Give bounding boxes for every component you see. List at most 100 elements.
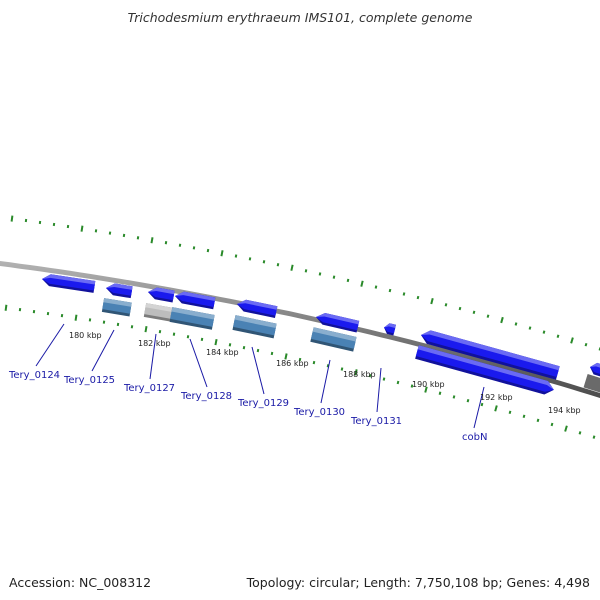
gene-label: Tery_0128	[180, 391, 232, 402]
feature-body	[233, 319, 276, 336]
tick-mark-inner	[270, 351, 274, 356]
tick-mark-outer	[178, 243, 182, 247]
gene-label: Tery_0129	[237, 398, 289, 409]
tick-marks	[4, 215, 600, 439]
tick-mark-inner	[592, 435, 596, 439]
cds-feature	[148, 287, 175, 303]
tick-mark-outer	[66, 224, 70, 229]
tick-mark-outer	[80, 225, 84, 232]
feature-body	[102, 302, 132, 314]
tick-mark-inner	[88, 318, 92, 322]
leader-line	[149, 333, 157, 380]
cds-feature	[384, 323, 396, 336]
feature-body	[106, 286, 133, 296]
tick-mark-inner	[466, 398, 470, 403]
tick-mark-outer	[472, 310, 476, 315]
tick-mark-outer	[416, 295, 420, 300]
label-leaders	[35, 323, 485, 429]
tick-mark-outer	[150, 237, 154, 244]
tick-mark-outer	[458, 306, 462, 311]
tick-mark-outer	[514, 322, 518, 326]
tick-mark-outer	[290, 264, 294, 271]
tick-mark-inner	[424, 386, 428, 393]
feature-body	[421, 334, 559, 378]
leader-line	[320, 359, 331, 404]
tick-mark-inner	[158, 329, 162, 334]
kbp-label: 192 kbp	[480, 393, 513, 402]
tick-mark-outer	[38, 220, 42, 225]
cds-feature	[415, 345, 554, 395]
kbp-labels: 180 kbp 182 kbp 184 kbp 186 kbp 188 kbp 190 k…	[69, 331, 581, 415]
cds-feature	[175, 291, 216, 310]
tick-mark-inner	[564, 425, 568, 432]
cds-feature	[316, 312, 360, 333]
tick-mark-inner	[242, 345, 246, 350]
tick-mark-inner	[550, 422, 554, 427]
tick-mark-outer	[402, 292, 406, 296]
tick-mark-inner	[60, 314, 64, 318]
kbp-label: 186 kbp	[276, 359, 309, 368]
feature-body	[170, 311, 214, 327]
pseudo-feature	[143, 303, 174, 322]
tick-mark-inner	[312, 360, 316, 365]
tick-mark-inner	[536, 418, 540, 423]
tick-mark-inner	[130, 325, 134, 329]
tick-mark-outer	[136, 236, 140, 240]
feature-body	[42, 277, 95, 291]
tick-mark-inner	[4, 304, 8, 311]
feature-body	[175, 295, 215, 307]
tick-mark-inner	[298, 357, 302, 362]
tick-mark-inner	[340, 367, 344, 371]
tick-mark-inner	[284, 353, 288, 360]
tick-mark-outer	[122, 233, 126, 238]
tick-mark-outer	[598, 347, 600, 351]
tick-mark-outer	[444, 303, 448, 307]
tick-mark-outer	[318, 272, 322, 276]
tick-mark-outer	[374, 285, 378, 289]
backbone-segment	[583, 374, 600, 394]
tick-mark-outer	[108, 231, 112, 235]
tick-mark-outer	[24, 218, 28, 223]
tick-mark-inner	[102, 320, 106, 324]
tick-mark-inner	[508, 410, 512, 415]
topology-text: Topology: circular; Length: 7,750,108 bp…	[246, 575, 590, 590]
tick-mark-inner	[228, 343, 232, 347]
tick-mark-outer	[584, 342, 588, 347]
tick-mark-inner	[116, 322, 120, 327]
gene-label: Tery_0124	[8, 370, 60, 381]
tick-mark-outer	[528, 326, 532, 330]
tick-mark-outer	[206, 248, 210, 253]
gene-labels: Tery_0124 Tery_0125 Tery_0127 Tery_0128 Tery…	[8, 370, 487, 443]
tick-mark-outer	[276, 263, 280, 267]
kbp-label: 184 kbp	[206, 348, 239, 357]
tick-mark-inner	[186, 335, 190, 339]
feature-body	[384, 326, 396, 334]
backbone	[0, 261, 600, 398]
gene-label: Tery_0130	[293, 407, 345, 418]
tick-mark-inner	[214, 338, 218, 346]
cds-feature	[421, 330, 560, 380]
tick-mark-outer	[304, 269, 308, 273]
tick-mark-inner	[522, 414, 526, 419]
gene-label: Tery_0131	[350, 416, 402, 427]
tick-mark-inner	[46, 311, 50, 316]
kbp-label: 182 kbp	[138, 339, 171, 348]
tick-mark-inner	[144, 326, 148, 333]
tick-mark-inner	[396, 380, 400, 385]
feature-body	[590, 366, 600, 375]
feature-body	[415, 349, 554, 392]
cds-feature	[106, 283, 133, 299]
cds-feature	[237, 299, 278, 318]
tick-mark-outer	[220, 250, 224, 257]
tick-mark-outer	[192, 246, 196, 250]
cds-feature	[42, 274, 96, 293]
cds-feature	[590, 362, 600, 377]
tick-mark-outer	[332, 275, 336, 279]
tick-mark-inner	[172, 332, 176, 336]
tick-mark-outer	[10, 215, 14, 222]
tick-mark-outer	[500, 316, 504, 324]
gene-label: Tery_0127	[123, 383, 175, 394]
tick-mark-inner	[18, 308, 22, 312]
gene-feature	[169, 307, 215, 330]
